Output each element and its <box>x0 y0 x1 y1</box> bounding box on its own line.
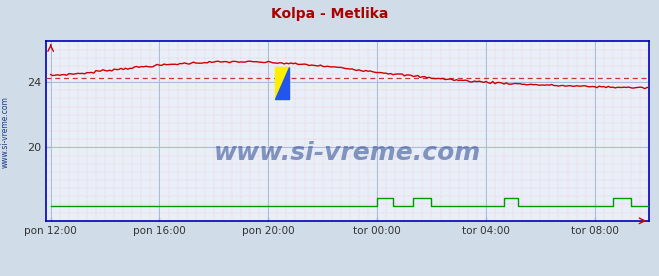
Bar <box>275 67 289 99</box>
Text: www.si-vreme.com: www.si-vreme.com <box>1 97 10 168</box>
Text: Kolpa - Metlika: Kolpa - Metlika <box>271 7 388 21</box>
Text: www.si-vreme.com: www.si-vreme.com <box>214 141 481 164</box>
Polygon shape <box>275 67 289 99</box>
